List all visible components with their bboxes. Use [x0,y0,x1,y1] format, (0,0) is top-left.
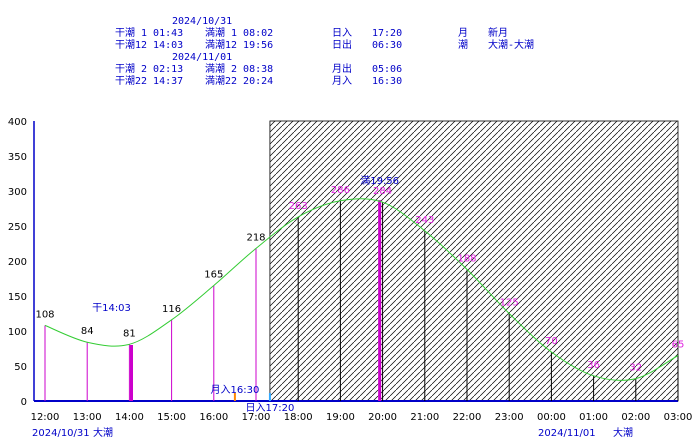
footer-left-tide: 大潮 [93,426,113,439]
hour-value-label: 125 [500,298,519,309]
x-tick-label: 00:00 [537,412,566,423]
header-sunset-label: 日入 [332,28,352,39]
header-sunset-value: 17:20 [372,28,403,39]
header-low-tide-2: 干潮12 14:03 [115,40,184,51]
header-low-tide-4: 干潮22 14:37 [115,76,184,87]
x-tick-label: 20:00 [368,412,397,423]
footer-right-date: 2024/11/01 [538,428,596,439]
header-high-tide-1: 満潮 1 08:02 [205,28,274,39]
header-moonrise-value: 05:06 [372,64,403,75]
hour-value-label: 81 [123,328,136,339]
x-tick-label: 12:00 [31,412,60,423]
hour-value-label: 218 [246,232,265,243]
hour-value-label: 286 [331,185,350,196]
header-date-1: 2024/10/31 [172,16,233,27]
x-tick-label: 19:00 [326,412,355,423]
y-tick-label: 200 [8,257,27,268]
footer-right-tide: 大潮 [613,426,633,439]
hour-value-label: 116 [162,304,181,315]
header-high-tide-3: 満潮 2 08:38 [205,64,274,75]
hour-value-label: 263 [289,201,308,212]
event-label: 月入16:30 [210,384,259,396]
header-sunrise-value: 06:30 [372,40,403,51]
x-tick-label: 18:00 [284,412,313,423]
header-high-tide-2: 満潮12 19:56 [205,40,274,51]
hour-value-label: 65 [672,340,685,351]
x-tick-label: 22:00 [453,412,482,423]
y-tick-label: 0 [21,397,27,408]
y-tick-label: 100 [8,327,27,338]
hour-value-label: 188 [457,253,476,264]
hour-value-label: 70 [545,336,558,347]
hour-value-label: 36 [587,360,600,371]
header-low-tide-1: 干潮 1 01:43 [115,28,184,39]
x-tick-label: 01:00 [579,412,608,423]
y-tick-label: 350 [8,152,27,163]
header-tide-type: 大潮-大潮 [488,40,535,51]
y-tick-label: 400 [8,117,27,128]
x-tick-label: 03:00 [664,412,693,423]
hour-value-label: 165 [204,270,223,281]
y-tick-label: 300 [8,187,27,198]
x-tick-label: 14:00 [115,412,144,423]
header-moon-label: 月 [458,28,468,39]
header-sunrise-label: 日出 [332,40,352,51]
header-moon-phase: 新月 [488,28,508,39]
extreme-tide-label: 満19:56 [360,175,399,187]
x-tick-label: 15:00 [157,412,186,423]
hour-value-label: 243 [415,215,434,226]
hour-value-label: 108 [35,309,54,320]
hour-value-label: 32 [629,363,642,374]
x-tick-label: 23:00 [495,412,524,423]
footer-left-date: 2024/10/31 [32,428,90,439]
header-low-tide-3: 干潮 2 02:13 [115,64,184,75]
y-tick-label: 150 [8,292,27,303]
event-label: 日入17:20 [246,403,295,414]
y-tick-label: 250 [8,222,27,233]
x-tick-label: 17:00 [242,412,271,423]
header-moonset-label: 月入 [332,76,352,87]
x-tick-label: 02:00 [621,412,650,423]
tide-curve [44,198,679,381]
hour-value-label: 84 [81,326,94,337]
extreme-tide-label: 干14:03 [92,303,131,314]
header-tide-label: 潮 [458,40,468,51]
y-tick-label: 50 [14,362,27,373]
header-high-tide-4: 満潮22 20:24 [205,76,274,87]
x-tick-label: 21:00 [410,412,439,423]
night-region [269,120,679,402]
header-date-2: 2024/11/01 [172,52,233,63]
x-tick-label: 16:00 [199,412,228,423]
hour-value-label: 284 [373,186,392,197]
header-moonrise-label: 月出 [332,64,352,75]
x-tick-label: 13:00 [73,412,102,423]
header-moonset-value: 16:30 [372,76,403,87]
